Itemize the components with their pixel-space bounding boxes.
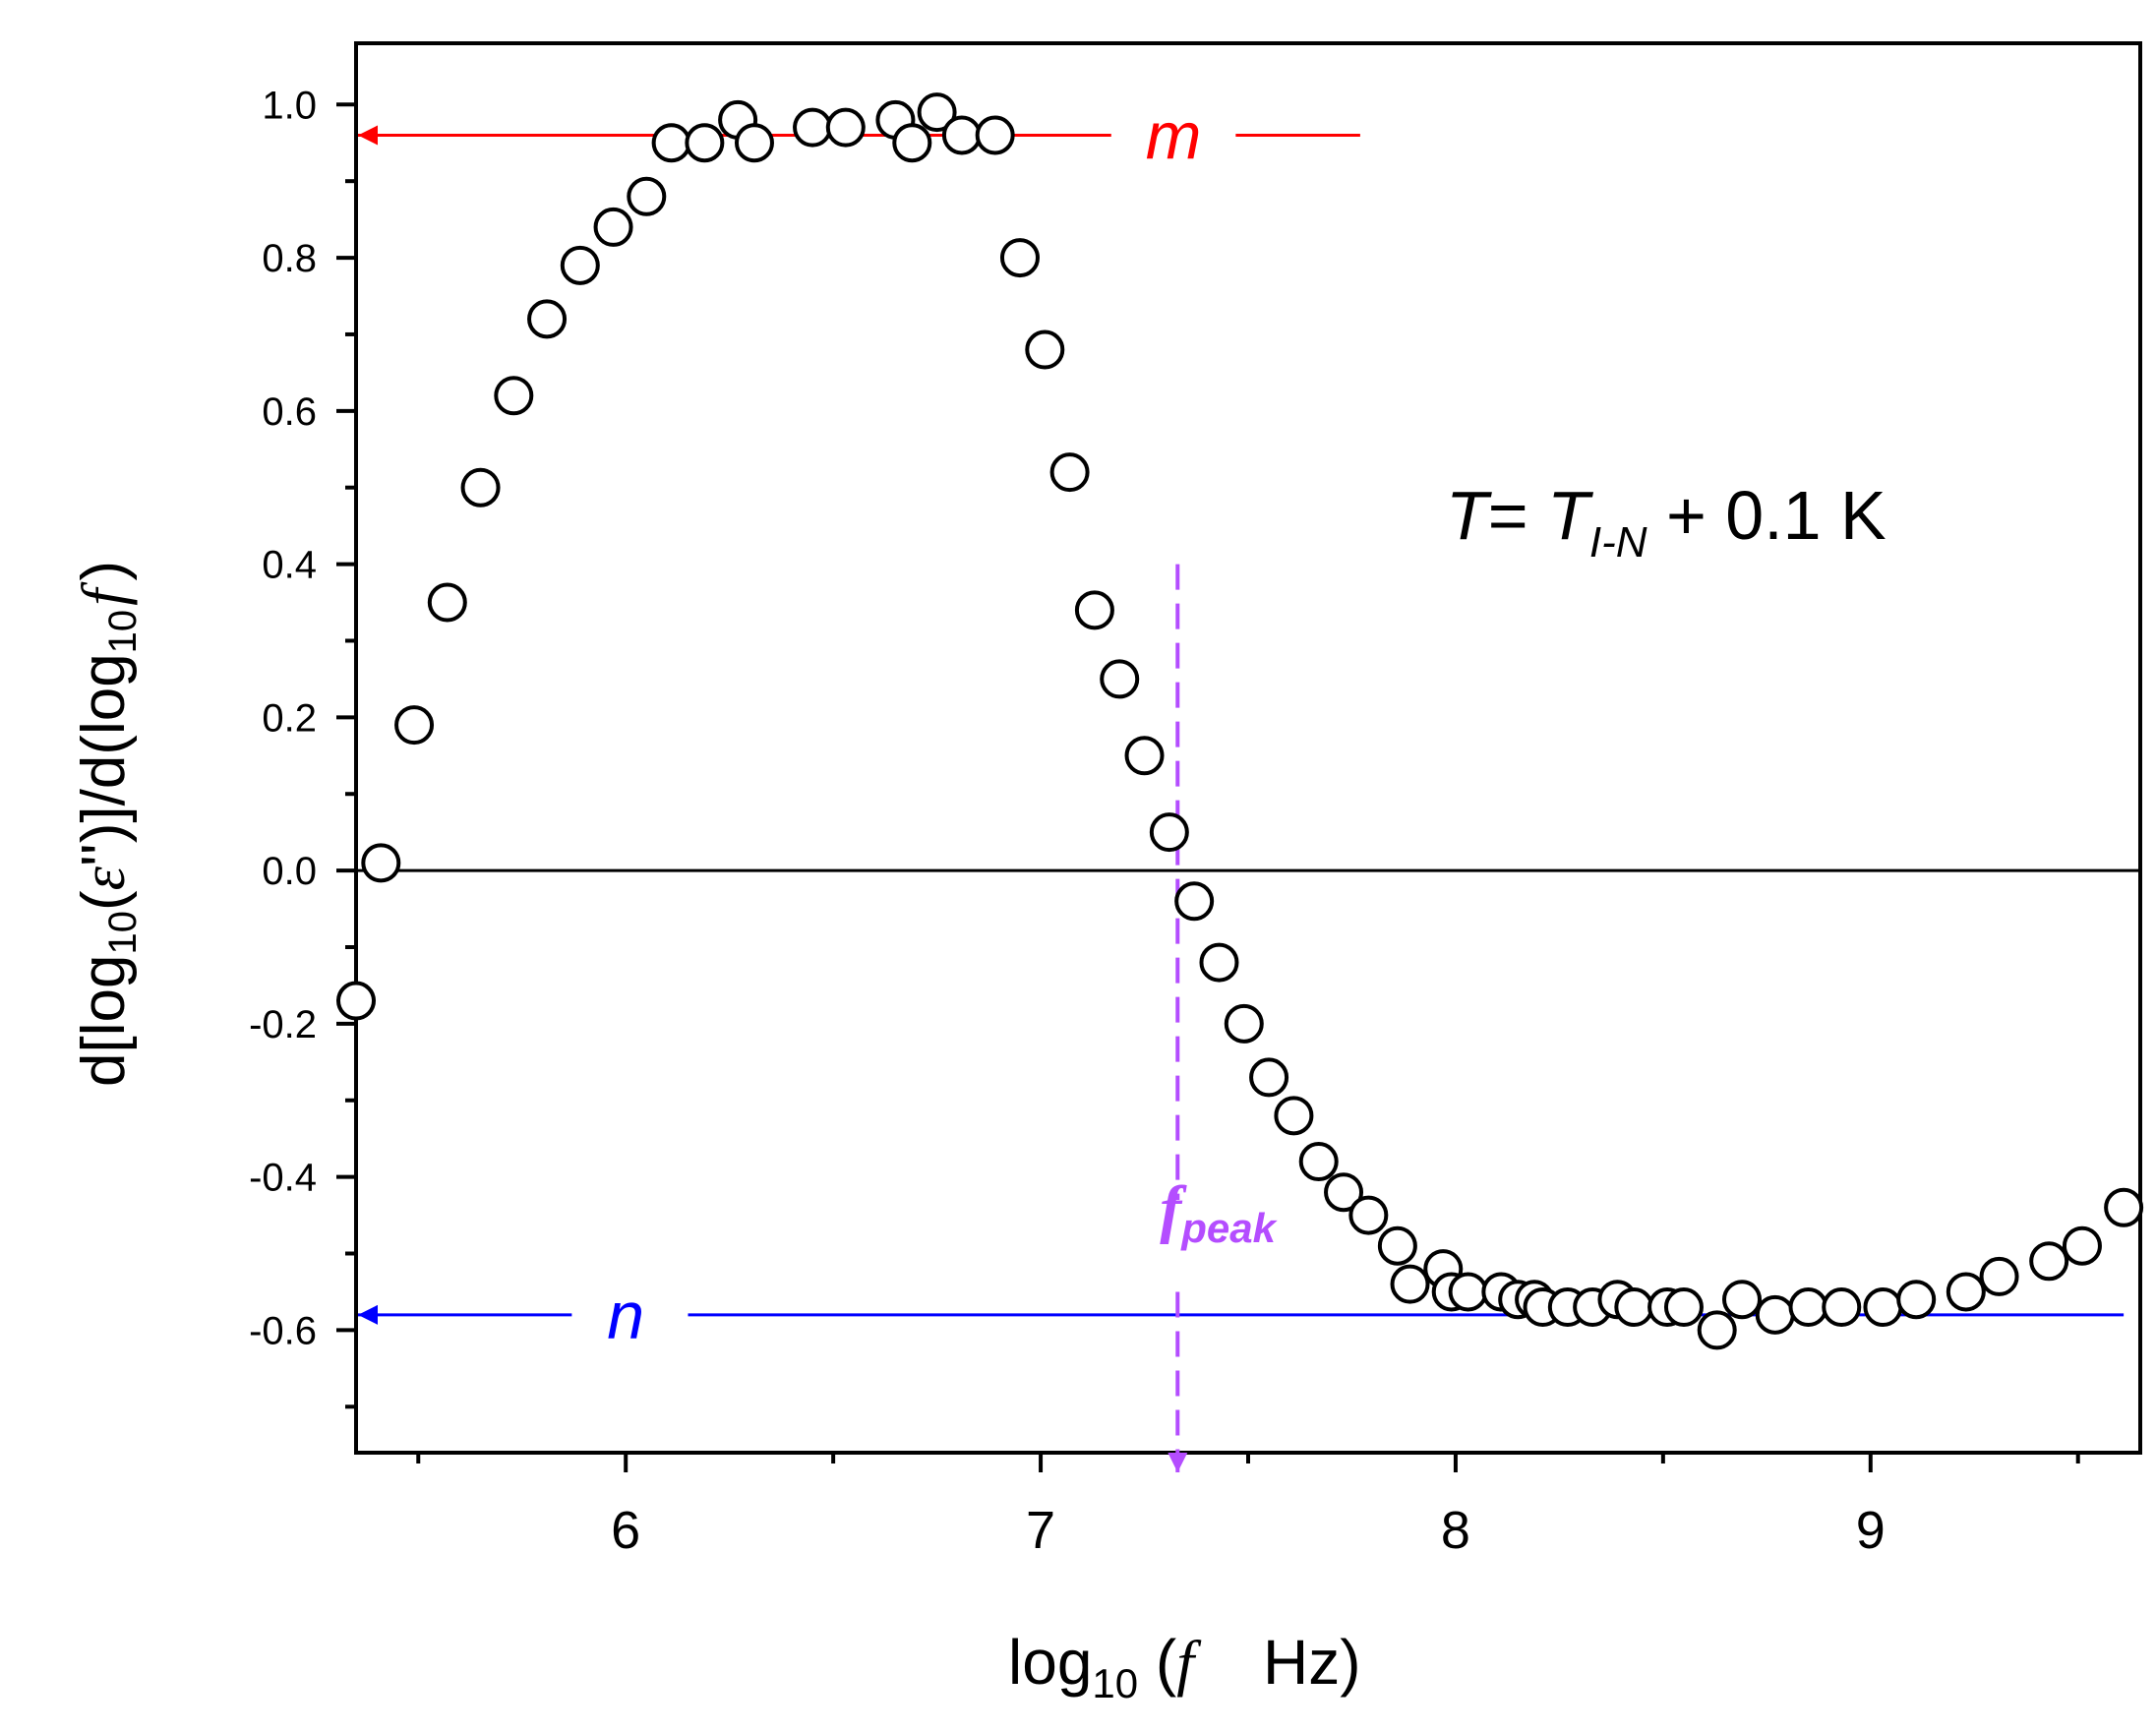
- data-point: [394, 705, 435, 746]
- data-point: [1896, 1280, 1937, 1320]
- data-point: [1324, 1172, 1364, 1213]
- data-point: [1377, 1225, 1417, 1266]
- data-point: [1863, 1287, 1903, 1328]
- data-point: [941, 115, 982, 155]
- data-point: [593, 207, 633, 247]
- data-point: [892, 123, 932, 163]
- data-point: [1946, 1272, 1986, 1312]
- data-point: [1124, 736, 1165, 776]
- data-point: [975, 115, 1015, 155]
- data-point: [336, 981, 376, 1021]
- data-point: [627, 176, 667, 216]
- data-point: [825, 107, 866, 148]
- data-point: [1174, 881, 1215, 922]
- data-point: [2062, 1225, 2102, 1266]
- data-point: [793, 107, 833, 148]
- data-point: [1025, 329, 1065, 370]
- y-tick-label: -0.6: [249, 1309, 317, 1352]
- fpeak-label: fpeak: [1160, 1173, 1278, 1251]
- data-point: [1979, 1256, 2019, 1296]
- data-point: [1788, 1287, 1828, 1328]
- data-point: [685, 123, 725, 163]
- y-tick-label: 1.0: [262, 84, 317, 127]
- data-point: [1298, 1142, 1339, 1182]
- data-point: [1100, 659, 1140, 699]
- data-point: [1074, 590, 1114, 630]
- y-tick-label: 0.6: [262, 390, 317, 434]
- n-label: n: [607, 1279, 644, 1353]
- data-point: [1224, 1003, 1264, 1044]
- data-point: [1722, 1280, 1763, 1320]
- data-point: [361, 843, 401, 883]
- data-point: [1274, 1096, 1314, 1136]
- m-label: m: [1146, 98, 1202, 173]
- data-point: [1755, 1294, 1795, 1335]
- data-point: [460, 467, 501, 508]
- data-point: [917, 92, 957, 133]
- data-point: [1822, 1287, 1862, 1328]
- x-tick-label: 8: [1441, 1501, 1470, 1560]
- data-point: [2029, 1241, 2069, 1282]
- data-point: [2104, 1187, 2144, 1227]
- data-point: [1390, 1264, 1430, 1304]
- y-tick-label: 0.4: [262, 544, 317, 587]
- data-point: [1348, 1195, 1389, 1235]
- y-tick-label: -0.2: [249, 1003, 317, 1046]
- data-point: [734, 123, 774, 163]
- x-tick-label: 9: [1856, 1501, 1886, 1560]
- y-tick-label: 0.2: [262, 696, 317, 740]
- data-point: [427, 582, 467, 623]
- y-tick-label: 0.8: [262, 237, 317, 280]
- y-tick-label: 0.0: [262, 850, 317, 893]
- x-tick-label: 6: [611, 1501, 640, 1560]
- data-point: [1049, 452, 1090, 493]
- data-point: [1697, 1310, 1737, 1350]
- data-point: [1448, 1272, 1488, 1312]
- data-point: [1199, 942, 1239, 983]
- data-point: [494, 376, 534, 416]
- x-axis-label: log10 (f Hz): [1008, 1627, 1361, 1706]
- data-point: [651, 123, 691, 163]
- data-point: [1614, 1287, 1654, 1328]
- temperature-annotation: T= TI-N + 0.1 K: [1446, 477, 1886, 567]
- y-tick-label: -0.4: [249, 1157, 317, 1200]
- data-point: [560, 245, 600, 285]
- y-axis-label: d[log10(ε'')]/d(log10f): [70, 561, 145, 1087]
- data-point: [527, 299, 568, 339]
- data-point: [1149, 812, 1189, 853]
- data-point: [1663, 1287, 1704, 1328]
- data-point: [999, 238, 1040, 278]
- data-point: [1249, 1057, 1289, 1098]
- x-tick-label: 7: [1026, 1501, 1055, 1560]
